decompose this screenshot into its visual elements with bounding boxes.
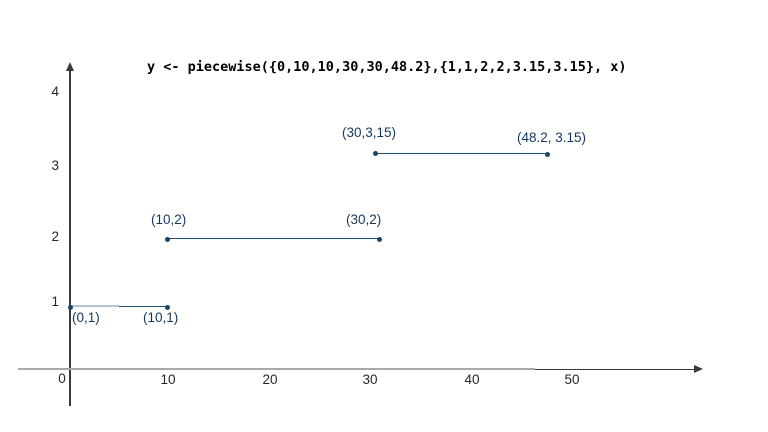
- segment-line-2: [167, 237, 379, 240]
- segment-line-3: [375, 152, 547, 155]
- point-10-1: [164, 304, 170, 310]
- point-label-482-315: (48.2, 3.15): [517, 130, 587, 145]
- y-axis-arrow-icon: [65, 62, 74, 71]
- point-30-2: [376, 236, 382, 242]
- y-tick-label-4: 4: [51, 84, 59, 99]
- x-tick-label-50: 50: [564, 372, 580, 387]
- point-label-30-2: (30,2): [346, 212, 382, 227]
- point-label-30-315: (30,3,15): [342, 125, 397, 140]
- point-label-10-1: (10,1): [143, 310, 179, 325]
- x-axis-arrow-icon: [694, 364, 703, 373]
- point-482-315: [544, 151, 550, 157]
- y-axis-line: [69, 71, 71, 406]
- y-tick-label-1: 1: [51, 294, 59, 309]
- y-tick-label-3: 3: [51, 158, 59, 173]
- x-tick-label-20: 20: [262, 372, 278, 387]
- chart-title: y <- piecewise({0,10,10,30,30,48.2},{1,1…: [147, 59, 627, 75]
- point-label-10-2: (10,2): [151, 212, 187, 227]
- x-axis-extension-line: [500, 368, 696, 371]
- x-axis-line: [18, 367, 535, 370]
- x-tick-label-10: 10: [160, 372, 176, 387]
- point-10-2: [164, 236, 170, 242]
- point-0-1: [67, 304, 73, 310]
- y-tick-label-2: 2: [51, 229, 59, 244]
- point-label-0-1: (0,1): [72, 310, 100, 325]
- x-tick-label-0: 0: [58, 371, 66, 386]
- segment-1-highlight: [70, 304, 119, 308]
- x-tick-label-30: 30: [362, 372, 378, 387]
- point-30-315: [372, 150, 378, 156]
- x-tick-label-40: 40: [464, 372, 480, 387]
